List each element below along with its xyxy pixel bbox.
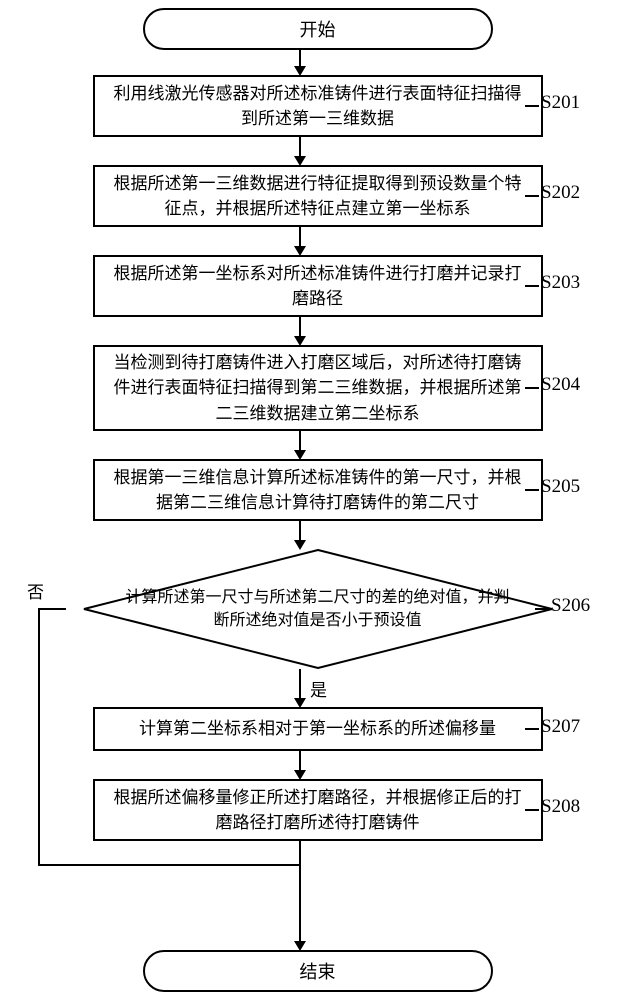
arrow	[299, 669, 301, 699]
tick	[525, 489, 539, 491]
process-s203: 根据所述第一坐标系对所述标准铸件进行打磨并记录打磨路径	[93, 255, 543, 317]
no-path-h1	[38, 608, 66, 610]
label-s203: S203	[541, 272, 580, 294]
label-s208: S208	[541, 796, 580, 818]
s204-text: 当检测到待打磨铸件进入打磨区域后，对所述待打磨铸件进行表面特征扫描得到第二三维数…	[107, 350, 529, 427]
decision-s206: 计算所述第一尺寸与所述第二尺寸的差的绝对值，并判断所述绝对值是否小于预设值	[83, 549, 553, 669]
end-terminal: 结束	[143, 950, 493, 992]
arrow	[299, 751, 301, 771]
arrow	[299, 431, 301, 451]
arrow	[299, 137, 301, 157]
arrow	[299, 317, 301, 337]
label-s204: S204	[541, 374, 580, 396]
s206-text: 计算所述第一尺寸与所述第二尺寸的差的绝对值，并判断所述绝对值是否小于预设值	[123, 586, 513, 632]
tick	[525, 195, 539, 197]
s207-text: 计算第二坐标系相对于第一坐标系的所述偏移量	[139, 716, 496, 742]
end-text: 结束	[300, 958, 336, 984]
process-s204: 当检测到待打磨铸件进入打磨区域后，对所述待打磨铸件进行表面特征扫描得到第二三维数…	[93, 345, 543, 431]
arrow	[299, 521, 301, 541]
s203-text: 根据所述第一坐标系对所述标准铸件进行打磨并记录打磨路径	[107, 261, 529, 312]
start-text: 开始	[300, 16, 336, 42]
tick	[525, 387, 539, 389]
label-s202: S202	[541, 182, 580, 204]
label-s207: S207	[541, 716, 580, 738]
no-path-v	[38, 608, 40, 866]
tick	[525, 105, 539, 107]
no-path-h2	[38, 864, 301, 866]
no-label: 否	[27, 578, 44, 603]
process-s205: 根据第一三维信息计算所述标准铸件的第一尺寸，并根据第二三维信息计算待打磨铸件的第…	[93, 459, 543, 521]
decision-text-wrap: 计算所述第一尺寸与所述第二尺寸的差的绝对值，并判断所述绝对值是否小于预设值	[83, 549, 553, 669]
start-terminal: 开始	[143, 8, 493, 50]
arrow	[299, 50, 301, 67]
s202-text: 根据所述第一三维数据进行特征提取得到预设数量个特征点，并根据所述特征点建立第一坐…	[107, 171, 529, 222]
tick	[535, 608, 549, 610]
arrow	[299, 841, 301, 942]
arrow	[299, 227, 301, 247]
tick	[525, 728, 539, 730]
s201-text: 利用线激光传感器对所述标准铸件进行表面特征扫描得到所述第一三维数据	[107, 81, 529, 132]
process-s202: 根据所述第一三维数据进行特征提取得到预设数量个特征点，并根据所述特征点建立第一坐…	[93, 165, 543, 227]
yes-label: 是	[310, 676, 327, 701]
process-s201: 利用线激光传感器对所述标准铸件进行表面特征扫描得到所述第一三维数据	[93, 75, 543, 137]
flowchart-container: 开始 利用线激光传感器对所述标准铸件进行表面特征扫描得到所述第一三维数据 S20…	[0, 0, 635, 1000]
process-s207: 计算第二坐标系相对于第一坐标系的所述偏移量	[93, 707, 543, 751]
tick	[525, 809, 539, 811]
label-s206: S206	[551, 595, 590, 617]
s208-text: 根据所述偏移量修正所述打磨路径，并根据修正后的打磨路径打磨所述待打磨铸件	[107, 785, 529, 836]
s205-text: 根据第一三维信息计算所述标准铸件的第一尺寸，并根据第二三维信息计算待打磨铸件的第…	[107, 465, 529, 516]
label-s201: S201	[541, 92, 580, 114]
process-s208: 根据所述偏移量修正所述打磨路径，并根据修正后的打磨路径打磨所述待打磨铸件	[93, 779, 543, 841]
label-s205: S205	[541, 476, 580, 498]
tick	[525, 285, 539, 287]
